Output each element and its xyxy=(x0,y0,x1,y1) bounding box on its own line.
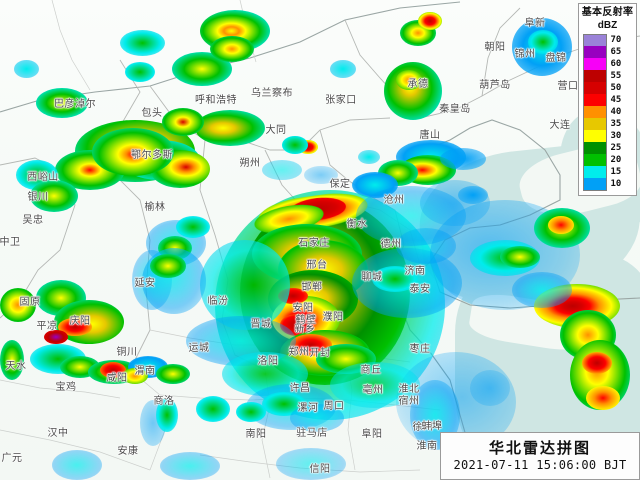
legend-swatch xyxy=(582,142,607,154)
legend-row: 40 xyxy=(582,106,633,118)
legend-row: 35 xyxy=(582,118,633,130)
legend-row: 10 xyxy=(582,177,633,191)
legend-value: 50 xyxy=(610,83,622,93)
legend-swatch xyxy=(582,33,607,47)
legend-row: 70 xyxy=(582,33,633,47)
legend-swatch xyxy=(582,82,607,94)
legend-unit: dBZ xyxy=(597,20,618,31)
legend-value: 25 xyxy=(610,143,622,153)
legend-row: 55 xyxy=(582,70,633,82)
legend-value: 10 xyxy=(610,179,622,189)
legend-row: 30 xyxy=(582,130,633,142)
legend-swatch xyxy=(582,118,607,130)
legend-value: 60 xyxy=(610,59,622,69)
legend-value: 65 xyxy=(610,47,622,57)
legend-swatch xyxy=(582,106,607,118)
product-info-plate: 华北雷达拼图 2021-07-11 15:06:00 BJT xyxy=(440,432,640,480)
legend-swatch xyxy=(582,154,607,166)
legend-value: 40 xyxy=(610,107,622,117)
legend-row: 20 xyxy=(582,154,633,166)
legend-row: 15 xyxy=(582,166,633,178)
product-timestamp: 2021-07-11 15:06:00 BJT xyxy=(453,457,627,472)
legend-row: 50 xyxy=(582,82,633,94)
legend-swatch xyxy=(582,46,607,58)
legend-value: 20 xyxy=(610,155,622,165)
legend-swatch xyxy=(582,70,607,82)
legend-swatch xyxy=(582,94,607,106)
reflectivity-legend: 基本反射率 dBZ 70 65 60 55 50 45 40 35 30 25 20 15 10 xyxy=(578,3,637,196)
legend-scale: 70 65 60 55 50 45 40 35 30 25 20 15 10 xyxy=(582,33,633,191)
legend-swatch xyxy=(582,58,607,70)
legend-value: 15 xyxy=(610,167,622,177)
legend-row: 25 xyxy=(582,142,633,154)
legend-row: 65 xyxy=(582,46,633,58)
product-title: 华北雷达拼图 xyxy=(488,439,591,457)
legend-value: 35 xyxy=(610,119,622,129)
legend-title: 基本反射率 xyxy=(581,7,634,18)
legend-row: 45 xyxy=(582,94,633,106)
legend-value: 55 xyxy=(610,71,622,81)
legend-value: 30 xyxy=(610,131,622,141)
legend-swatch xyxy=(582,130,607,142)
legend-value: 70 xyxy=(610,35,622,45)
legend-swatch xyxy=(582,166,607,178)
legend-value: 45 xyxy=(610,95,622,105)
legend-swatch xyxy=(582,177,607,191)
legend-row: 60 xyxy=(582,58,633,70)
